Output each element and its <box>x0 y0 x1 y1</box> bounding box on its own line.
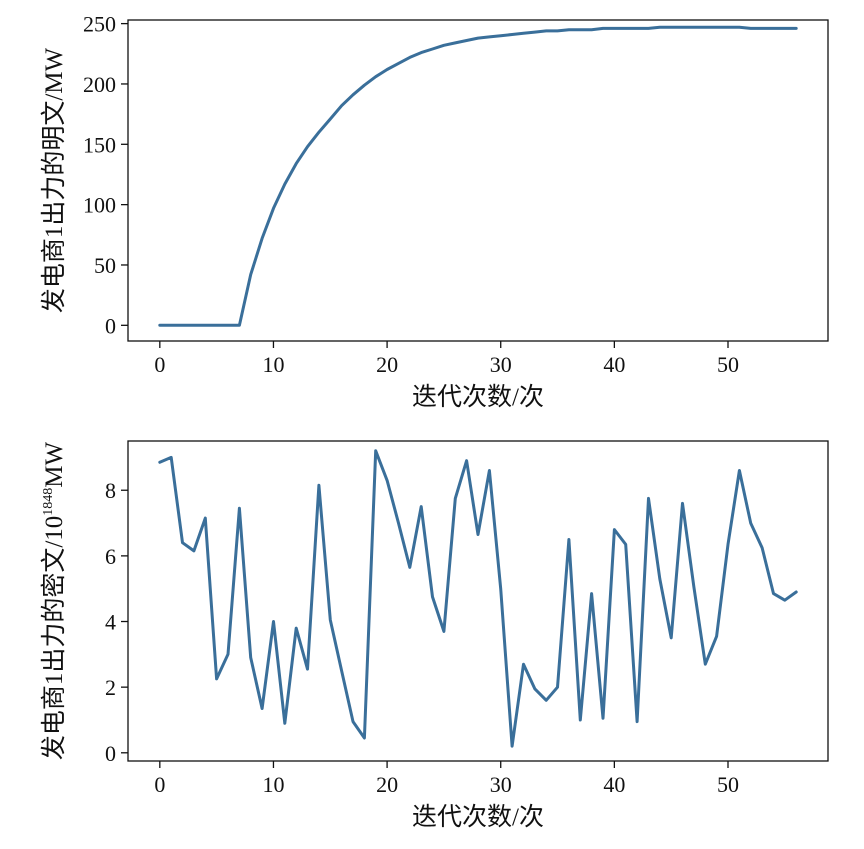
y-tick-label: 150 <box>83 132 116 157</box>
plot-frame <box>127 440 829 762</box>
x-tick-label: 20 <box>376 772 398 797</box>
plot-frame <box>127 19 829 342</box>
x-axis-label: 迭代次数/次 <box>412 803 544 831</box>
x-tick-label: 0 <box>154 772 165 797</box>
x-tick-label: 50 <box>717 772 739 797</box>
x-axis-label: 迭代次数/次 <box>412 383 544 411</box>
y-tick-label: 2 <box>105 675 116 700</box>
y-tick-label: 0 <box>105 741 116 766</box>
top-chart-plaintext: 0 10 20 30 40 50 0 50 100 150 200 250 迭代次数/次 发电商1出力的明… <box>40 12 829 411</box>
x-tick-label: 10 <box>262 352 284 377</box>
y-tick-label: 50 <box>94 253 116 278</box>
y-axis-label: 发电商1出力的明文/MW <box>40 47 68 313</box>
y-tick-label: 4 <box>105 610 116 635</box>
y-axis-label-unit: MW <box>41 441 68 487</box>
y-tick-label: 0 <box>105 313 116 338</box>
x-tick-label: 40 <box>603 352 625 377</box>
x-tick-label: 30 <box>490 772 512 797</box>
x-tick-label: 40 <box>603 772 625 797</box>
bottom-chart-ciphertext: 0 10 20 30 40 50 0 2 4 6 8 迭代次数/次 发电商1出力的密文/101848MW <box>40 440 829 831</box>
y-axis-label: 发电商1出力的密文/101848MW <box>40 441 68 760</box>
y-axis-label-text: 发电商1出力的密文/10 <box>40 516 68 760</box>
y-axis-label-exponent: 1848 <box>41 488 56 516</box>
y-tick-label: 250 <box>83 12 116 37</box>
y-tick-label: 6 <box>105 544 116 569</box>
x-tick-label: 10 <box>262 772 284 797</box>
x-tick-label: 50 <box>717 352 739 377</box>
x-tick-label: 20 <box>376 352 398 377</box>
series-line <box>158 25 798 327</box>
x-tick-label: 30 <box>490 352 512 377</box>
y-tick-label: 100 <box>83 193 116 218</box>
y-tick-label: 200 <box>83 72 116 97</box>
y-tick-label: 8 <box>105 478 116 503</box>
series-line <box>158 449 798 748</box>
x-tick-label: 0 <box>154 352 165 377</box>
y-axis-label-text: 发电商1出力的明文/MW <box>40 47 68 313</box>
